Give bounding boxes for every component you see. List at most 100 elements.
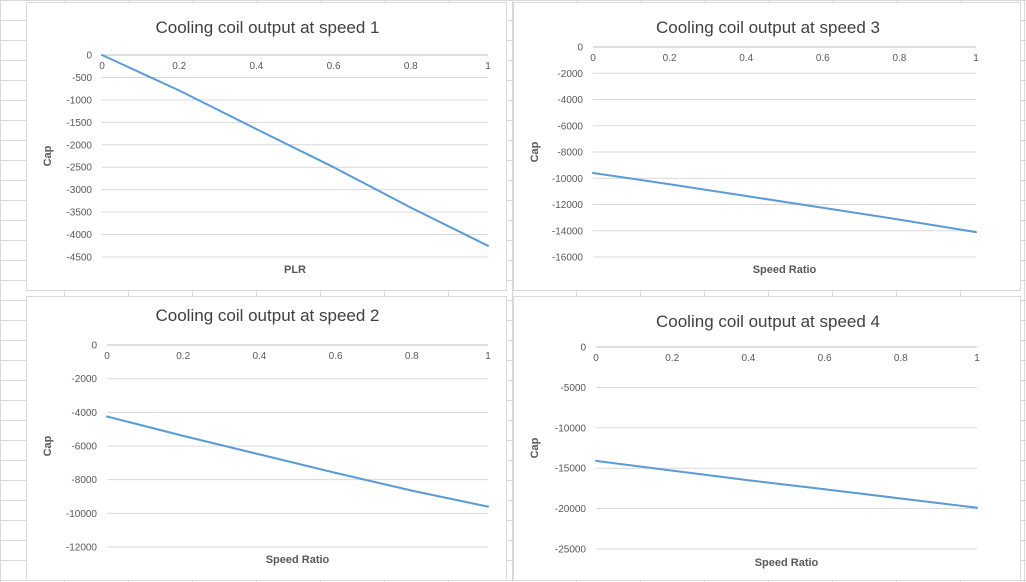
x-tick-label: 0.8: [892, 53, 906, 64]
y-tick-label: -4000: [557, 95, 583, 106]
y-tick-label: -5000: [560, 383, 586, 394]
x-tick-label: 0.8: [405, 351, 419, 362]
data-point: [747, 479, 750, 482]
chart-svg: Cooling coil output at speed 3 0 -2000 -400…: [529, 18, 979, 276]
x-tick-label: 0.2: [665, 353, 679, 364]
y-tick-label: -4000: [71, 408, 97, 419]
x-tick-label: 0.8: [404, 61, 418, 72]
y-tick-label: -4500: [66, 253, 92, 264]
y-tick-label: -25000: [555, 545, 587, 556]
data-point: [823, 488, 826, 491]
data-point: [745, 194, 748, 197]
x-tick-label: 0.6: [327, 61, 341, 72]
y-axis-label: Cap: [529, 141, 541, 162]
y-tick-label: -3000: [66, 185, 92, 196]
data-point: [975, 231, 977, 234]
data-point: [487, 244, 489, 247]
x-tick-label: 0.4: [739, 53, 753, 64]
y-tick-label: 0: [91, 341, 97, 352]
x-tick-label: 0.6: [818, 353, 832, 364]
y-tick-label: -2000: [66, 140, 92, 151]
chart-title: Cooling coil output at speed 2: [156, 306, 380, 325]
data-point: [821, 206, 824, 209]
x-tick-label: 0.2: [663, 53, 677, 64]
y-tick-label: -8000: [557, 148, 583, 159]
x-axis-label: PLR: [284, 264, 306, 276]
chart-speed-1: Cooling coil output at speed 1 0 -500 -1000…: [26, 2, 507, 291]
x-tick-label: 0: [104, 351, 110, 362]
x-tick-label: 0.4: [741, 353, 755, 364]
y-tick-label: -10000: [555, 423, 587, 434]
y-tick-label: -8000: [71, 475, 97, 486]
chart-speed-2: Cooling coil output at speed 2 0 -2000 -400…: [26, 296, 507, 581]
y-tick-label: -2000: [557, 69, 583, 80]
x-tick-label: 0: [590, 53, 596, 64]
y-tick-label: -4000: [66, 230, 92, 241]
data-point: [592, 172, 594, 174]
chart-title: Cooling coil output at speed 3: [656, 18, 880, 37]
x-tick-label: 1: [485, 61, 491, 72]
y-tick-label: 0: [580, 343, 586, 354]
x-axis-label: Speed Ratio: [266, 554, 330, 566]
y-tick-label: -3500: [66, 208, 92, 219]
data-point: [101, 54, 103, 56]
data-point: [332, 166, 335, 169]
y-tick-label: -14000: [552, 226, 584, 237]
x-tick-label: 0.4: [249, 61, 263, 72]
data-point: [976, 506, 978, 509]
y-tick-label: 0: [577, 43, 583, 54]
y-tick-label: -10000: [66, 509, 98, 520]
data-point: [409, 206, 412, 209]
y-tick-label: -1500: [66, 118, 92, 129]
y-tick-label: -20000: [555, 504, 587, 515]
x-tick-label: 0.2: [172, 61, 186, 72]
x-axis-label: Speed Ratio: [753, 264, 817, 276]
x-tick-label: 1: [974, 353, 980, 364]
x-tick-label: 0: [99, 61, 105, 72]
x-tick-label: 0.2: [176, 351, 190, 362]
data-point: [410, 489, 413, 492]
chart-svg: Cooling coil output at speed 4 0 -5000 -100…: [529, 312, 980, 569]
y-tick-label: -16000: [552, 253, 584, 264]
data-point: [106, 415, 108, 418]
data-point: [258, 453, 261, 456]
y-tick-label: -15000: [555, 464, 587, 475]
x-tick-label: 0: [593, 353, 599, 364]
x-tick-label: 0.4: [252, 351, 266, 362]
data-point: [595, 459, 597, 462]
x-tick-label: 0.6: [329, 351, 343, 362]
chart-speed-4: Cooling coil output at speed 4 0 -5000 -100…: [513, 296, 1021, 581]
series-line: [106, 415, 489, 508]
chart-speed-3: Cooling coil output at speed 3 0 -2000 -400…: [513, 2, 1021, 291]
series-line: [592, 172, 977, 234]
y-tick-label: -12000: [66, 543, 98, 554]
x-tick-label: 0.6: [816, 53, 830, 64]
y-axis-label: Cap: [42, 145, 54, 166]
chart-title: Cooling coil output at speed 4: [656, 312, 880, 331]
x-tick-label: 1: [485, 351, 491, 362]
data-point: [178, 89, 181, 92]
data-point: [671, 469, 674, 472]
data-point: [334, 471, 337, 474]
data-point: [182, 434, 185, 437]
y-axis-label: Cap: [42, 435, 54, 456]
data-point: [487, 505, 489, 508]
chart-svg: Cooling coil output at speed 2 0 -2000 -400…: [42, 306, 491, 566]
y-tick-label: -1000: [66, 95, 92, 106]
y-tick-label: -12000: [552, 200, 584, 211]
y-tick-label: -6000: [557, 121, 583, 132]
series-line: [595, 459, 978, 509]
data-point: [898, 218, 901, 221]
y-tick-label: -2500: [66, 163, 92, 174]
y-tick-label: -6000: [71, 442, 97, 453]
series-line: [101, 54, 489, 247]
data-point: [899, 497, 902, 500]
chart-title: Cooling coil output at speed 1: [156, 18, 380, 37]
chart-svg: Cooling coil output at speed 1 0 -500 -1000…: [42, 18, 491, 276]
x-axis-label: Speed Ratio: [755, 557, 819, 569]
y-tick-label: -10000: [552, 174, 584, 185]
y-tick-label: -2000: [71, 374, 97, 385]
data-point: [255, 128, 258, 131]
data-point: [668, 183, 671, 186]
x-tick-label: 0.8: [894, 353, 908, 364]
